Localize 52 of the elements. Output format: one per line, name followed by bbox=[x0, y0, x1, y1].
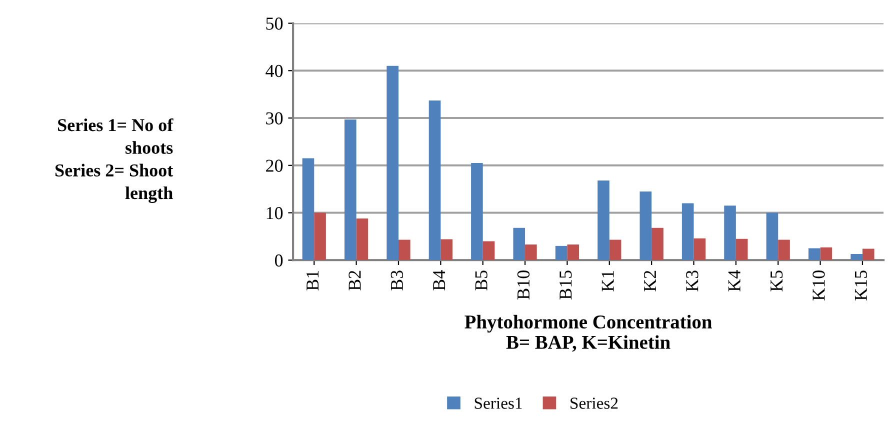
bar bbox=[652, 228, 664, 260]
x-tick-label: K15 bbox=[854, 270, 867, 300]
x-tick-label: K5 bbox=[770, 270, 783, 292]
bar bbox=[682, 203, 694, 260]
bar bbox=[513, 228, 526, 260]
bar bbox=[314, 212, 326, 260]
bar bbox=[808, 248, 820, 260]
bar bbox=[862, 248, 874, 260]
bar bbox=[850, 254, 862, 260]
bar bbox=[471, 163, 483, 260]
bar bbox=[724, 206, 736, 260]
bar bbox=[428, 100, 441, 260]
bar bbox=[766, 212, 778, 260]
bar bbox=[736, 238, 748, 260]
x-tick-label: K4 bbox=[728, 270, 740, 292]
x-tick-label: B4 bbox=[433, 270, 446, 290]
x-tick-label: B2 bbox=[348, 270, 361, 290]
bar bbox=[525, 244, 537, 260]
y-tick-label: 20 bbox=[266, 160, 283, 172]
bar bbox=[302, 158, 314, 260]
x-axis-title: Phytohormone Concentration B= BAP, K=Kinetin bbox=[464, 314, 712, 352]
bar bbox=[609, 240, 622, 260]
bar bbox=[598, 180, 610, 260]
x-tick-label: B1 bbox=[306, 270, 319, 290]
bar bbox=[440, 239, 452, 260]
x-tick-label: B15 bbox=[560, 270, 572, 300]
y-tick-label: 10 bbox=[266, 207, 283, 220]
x-tick-label: B10 bbox=[517, 270, 530, 300]
bar bbox=[555, 246, 568, 260]
y-tick-label: 50 bbox=[266, 18, 283, 30]
y-tick-label: 0 bbox=[274, 254, 283, 267]
bar bbox=[344, 119, 356, 260]
bar bbox=[398, 240, 410, 260]
legend-label: Series1 bbox=[474, 398, 522, 409]
text: Series 1= No of shoots Series 2= Shoot length bbox=[56, 118, 174, 203]
bar bbox=[567, 244, 580, 260]
bar bbox=[694, 238, 706, 260]
bar bbox=[640, 191, 652, 260]
y-tick-label: 30 bbox=[266, 112, 283, 124]
bar bbox=[820, 247, 832, 260]
x-tick-label: B3 bbox=[390, 270, 404, 290]
x-tick-label: K1 bbox=[602, 270, 614, 292]
bar bbox=[482, 241, 495, 260]
x-tick-label: K2 bbox=[644, 270, 656, 292]
bar bbox=[386, 66, 398, 260]
bar bbox=[778, 240, 790, 260]
y-tick-label: 40 bbox=[266, 64, 283, 78]
bar bbox=[356, 218, 368, 260]
x-tick-label: B5 bbox=[475, 270, 488, 290]
legend-label: Series2 bbox=[570, 398, 618, 409]
x-tick-label: K3 bbox=[686, 270, 698, 292]
x-tick-label: K10 bbox=[812, 270, 825, 300]
